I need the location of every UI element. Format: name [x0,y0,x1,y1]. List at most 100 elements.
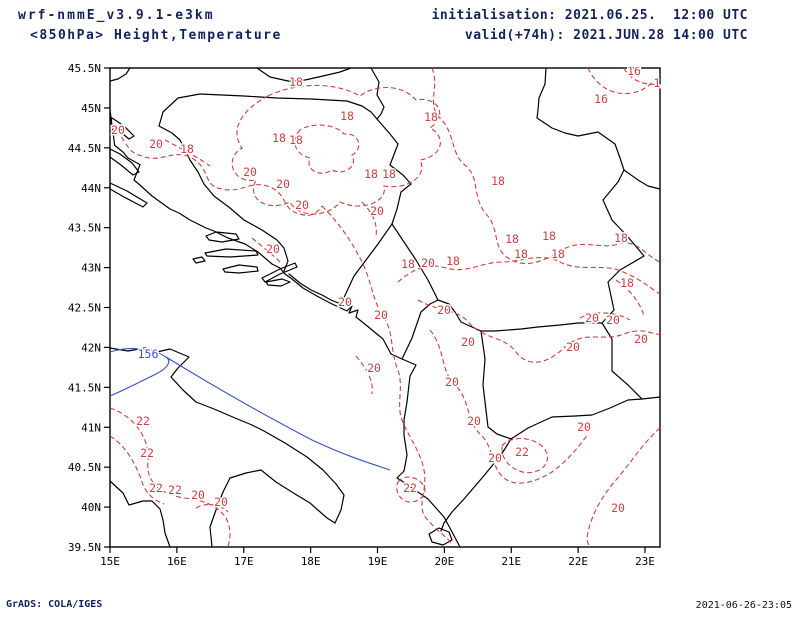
temp-contour-label: 20 [445,375,459,389]
border-macedonia-greece [510,398,643,440]
temp-contour-label: 20 [437,303,451,317]
temp-contour-label: 20 [149,137,163,151]
y-tick-label: 40N [81,501,101,514]
temp-contour-label: 20 [611,501,625,515]
temp-contour-label: 20 [634,332,648,346]
temp-contour-label: 18 [491,174,505,188]
temp-contour-20-se [586,427,661,548]
temp-contour-20-central [417,299,661,363]
temp-contour-22-italy [109,407,231,547]
temp-contour-18-arc-e [164,139,211,167]
temp-contour-label: 22 [140,446,154,460]
temp-contour-label: 16 [594,92,608,106]
border-hungary-croatia [256,67,352,82]
border-montenegro-albania [401,299,439,360]
temp-contour-20-bulgaria-arc [579,312,631,321]
coastlines [109,109,461,548]
border-croatia-bosnia-south [288,273,342,305]
temp-contour-label: 18 [289,75,303,89]
temp-contour-20-albania-chain [429,329,589,484]
model-title: wrf-nmmE_v3.9.1-e3km [18,8,215,23]
y-tick-label: 39.5N [68,541,101,554]
temp-contour-22-italy-inner [109,435,165,505]
temp-contour-label: 18 [382,167,396,181]
temp-contour-label: 22 [168,483,182,497]
temp-contour-label: 16 [627,64,641,78]
valid-time-label: valid(+74h): 2021.JUN.28 14:00 UTC [464,28,748,43]
temp-contour-18-inner [294,124,360,174]
x-tick-label: 17E [234,555,254,568]
height-contour-156-trail [165,356,391,471]
temp-contour-label: 22 [515,445,529,459]
y-tick-label: 43.5N [68,222,101,235]
temp-contour-label: 18 [542,229,556,243]
peninsula-peljesac [261,262,298,283]
height-contours [109,348,391,471]
island-kvarner [109,117,135,140]
temp-contour-label: 18 [364,167,378,181]
coastline-east-adriatic [109,109,461,548]
axis: 45.5N 45N 44.5N 44N 43.5N 43N 42.5N 42N 41.5N 41N… [68,62,655,568]
temp-contour-label: 18 [180,142,194,156]
border-montenegro-serbia [391,223,439,301]
temp-contour-label: 18 [401,257,415,271]
temp-contour-label: 18 [514,247,528,261]
temp-contour-label: 18 [620,276,634,290]
temp-contour-label: 18 [340,109,354,123]
y-tick-label: 40.5N [68,461,101,474]
temp-contour-16-ne-2 [623,67,661,85]
temp-contour-22-albania-loop [396,476,426,503]
temp-contour-label: 22 [149,481,163,495]
temp-contour-label: 20 [461,335,475,349]
x-tick-label: 16E [167,555,187,568]
temp-contour-label: 18 [289,133,303,147]
temp-contour-18-loop [231,84,441,215]
x-tick-label: 20E [434,555,454,568]
border-serbia-albania [437,299,482,332]
island-brac [205,231,240,243]
temp-contour-label: 18 [551,247,565,261]
temp-contour-label: 20 [467,414,481,428]
temp-contour-label: 20 [214,495,228,509]
temp-contour-label: 20 [577,420,591,434]
temp-contour-20-arc-b [355,355,373,395]
border-greece-bulgaria [641,396,661,400]
temperature-contours [109,67,661,548]
island-hvar [204,248,259,258]
y-tick-label: 44.5N [68,142,101,155]
border-albania-greece [440,438,512,532]
temp-contour-22-macedonia-loop [501,437,549,474]
temp-contour-label: 20 [276,177,290,191]
temp-contour-label: 20 [295,198,309,212]
temp-contour-label: 18 [272,131,286,145]
field-title: <850hPa> Height,Temperature [30,28,282,43]
border-serbia-bulgaria [601,169,645,324]
temp-contour-20-arc-c [251,237,281,263]
temp-contour-label: 20 [367,361,381,375]
border-slovenia-croatia [109,67,131,82]
temp-contour-label: 20 [338,295,352,309]
temp-contour-label: 20 [191,488,205,502]
y-tick-label: 44N [81,182,101,195]
temp-contour-20-italy-heel [195,503,229,513]
y-tick-label: 45N [81,102,101,115]
border-albania-macedonia [480,330,512,440]
island-vis [192,256,206,264]
y-tick-label: 41.5N [68,381,101,394]
border-serbia-romania [536,67,625,171]
coastline-italy-adriatic [109,347,345,548]
border-croatia-bosnia-north [199,93,378,120]
temp-contour-label: 22 [403,481,417,495]
temp-contour-20-arc-a [361,201,377,237]
temp-contour-label: 20 [370,204,384,218]
border-bosnia-montenegro [340,223,393,305]
temp-contour-label: 20 [111,123,125,137]
height-contour-156-hook [109,348,170,397]
x-tick-label: 23E [635,555,655,568]
island-korcula [222,264,259,274]
x-tick-label: 15E [100,555,120,568]
temp-contour-label: 20 [243,165,257,179]
island-corfu [428,527,453,546]
